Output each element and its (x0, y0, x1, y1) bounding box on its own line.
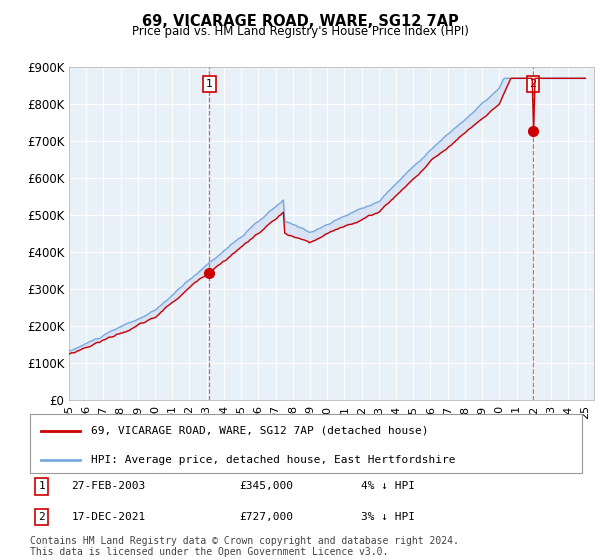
Text: 17-DEC-2021: 17-DEC-2021 (71, 512, 146, 522)
Text: 1: 1 (38, 482, 45, 491)
Text: 27-FEB-2003: 27-FEB-2003 (71, 482, 146, 491)
Text: £345,000: £345,000 (240, 482, 294, 491)
FancyBboxPatch shape (30, 414, 582, 473)
Text: 69, VICARAGE ROAD, WARE, SG12 7AP (detached house): 69, VICARAGE ROAD, WARE, SG12 7AP (detac… (91, 426, 428, 436)
Text: Contains HM Land Registry data © Crown copyright and database right 2024.
This d: Contains HM Land Registry data © Crown c… (30, 535, 459, 557)
Text: 2: 2 (530, 79, 536, 89)
Text: £727,000: £727,000 (240, 512, 294, 522)
Text: 1: 1 (206, 79, 213, 89)
Text: 69, VICARAGE ROAD, WARE, SG12 7AP: 69, VICARAGE ROAD, WARE, SG12 7AP (142, 14, 458, 29)
Text: Price paid vs. HM Land Registry's House Price Index (HPI): Price paid vs. HM Land Registry's House … (131, 25, 469, 38)
Text: 4% ↓ HPI: 4% ↓ HPI (361, 482, 415, 491)
Text: HPI: Average price, detached house, East Hertfordshire: HPI: Average price, detached house, East… (91, 455, 455, 465)
Text: 2: 2 (38, 512, 45, 522)
Text: 3% ↓ HPI: 3% ↓ HPI (361, 512, 415, 522)
